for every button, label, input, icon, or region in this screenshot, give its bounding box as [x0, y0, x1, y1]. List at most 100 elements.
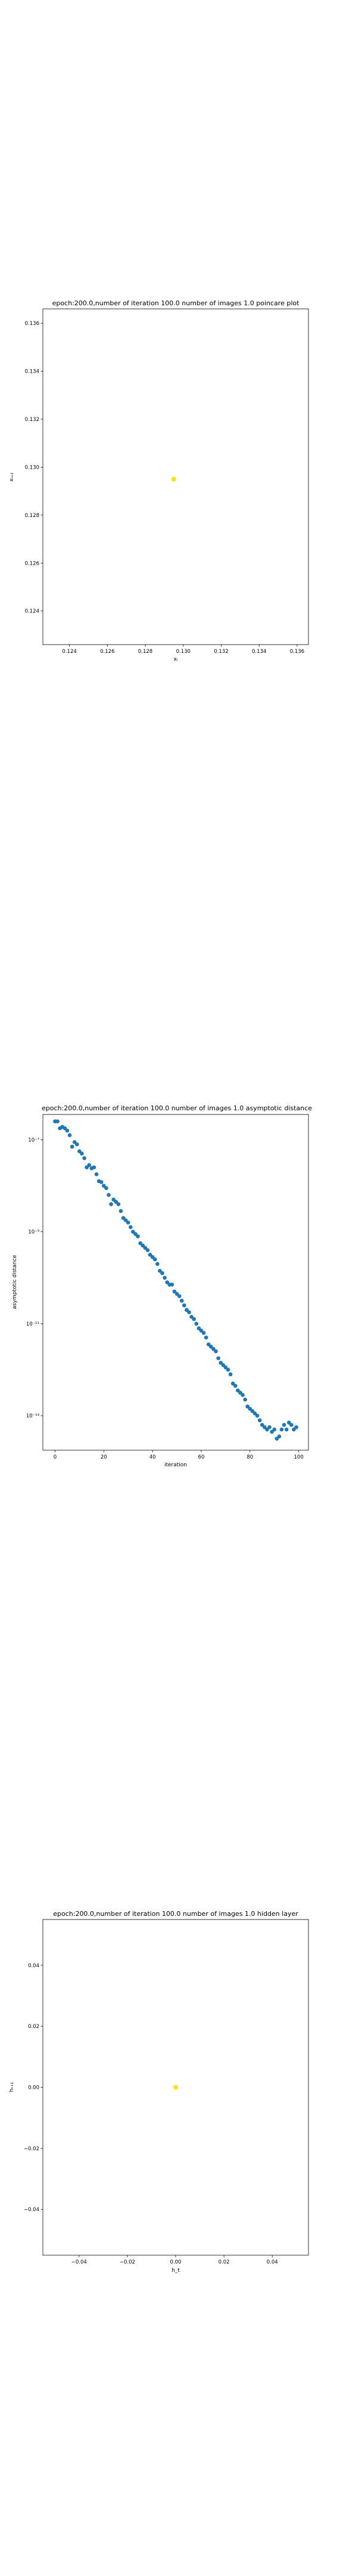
hidden-layer-y-tick-label: 0.00	[28, 2085, 39, 2091]
hidden-layer-x-tick-label: 0.02	[219, 2259, 230, 2265]
poincare-plot-x-ticks: 0.124 0.126 0.128 0.130 0.132 0.134 0.136	[62, 645, 304, 655]
poincare-plot-title: epoch:200.0,number of iteration 100.0 nu…	[52, 299, 300, 307]
poincare-plot-y-tick-label: 0.136	[25, 321, 39, 327]
asymptotic-distance-x-tick-label: 20	[101, 1454, 107, 1460]
poincare-plot-x-tick-label: 0.132	[214, 649, 228, 655]
hidden-layer-panel: epoch:200.0,number of iteration 100.0 nu…	[9, 1910, 309, 2274]
asymptotic-distance-point	[163, 1275, 167, 1280]
asymptotic-distance-title: epoch:200.0,number of iteration 100.0 nu…	[42, 1104, 312, 1112]
poincare-plot-panel: epoch:200.0,number of iteration 100.0 nu…	[9, 299, 309, 662]
asymptotic-distance-y-ticks: 10⁻¹³ 10⁻¹¹ 10⁻⁹ 10⁻⁷	[26, 1137, 43, 1419]
hidden-layer-y-ticks: −0.04 −0.02 0.00 0.02 0.04	[24, 1963, 43, 2213]
asymptotic-distance-point	[55, 1119, 60, 1123]
poincare-plot-x-tick-label: 0.128	[138, 649, 152, 655]
poincare-plot-y-ticks: 0.124 0.126 0.128 0.130 0.132 0.134 0.136	[25, 321, 43, 615]
asymptotic-distance-x-tick-label: 40	[149, 1454, 156, 1460]
asymptotic-distance-point	[92, 1165, 96, 1169]
asymptotic-distance-point	[152, 1257, 157, 1262]
asymptotic-distance-point	[201, 1331, 206, 1335]
asymptotic-distance-point	[65, 1128, 70, 1133]
asymptotic-distance-point	[187, 1310, 191, 1314]
hidden-layer-title: epoch:200.0,number of iteration 100.0 nu…	[53, 1910, 298, 1918]
asymptotic-distance-point	[272, 1427, 277, 1432]
asymptotic-distance-point	[160, 1271, 164, 1275]
asymptotic-distance-x-tick-label: 60	[198, 1454, 205, 1460]
asymptotic-distance-point	[99, 1180, 104, 1184]
asymptotic-distance-point	[145, 1248, 150, 1252]
asymptotic-distance-point	[233, 1383, 238, 1388]
asymptotic-distance-point	[119, 1209, 123, 1213]
asymptotic-distance-y-tick-label: 10⁻¹³	[26, 1413, 39, 1419]
asymptotic-distance-point	[136, 1234, 140, 1239]
asymptotic-distance-point	[192, 1317, 196, 1321]
asymptotic-distance-point	[226, 1367, 230, 1372]
asymptotic-distance-point	[204, 1335, 208, 1340]
hidden-layer-y-tick-label: −0.02	[24, 2146, 39, 2152]
hidden-layer-x-tick-label: −0.04	[71, 2259, 87, 2265]
asymptotic-distance-x-ticks: 0 20 40 60 80 100	[54, 1450, 304, 1460]
poincare-plot-x-tick-label: 0.136	[290, 649, 304, 655]
asymptotic-distance-y-tick-label: 10⁻⁷	[28, 1137, 39, 1143]
asymptotic-distance-point	[80, 1151, 84, 1156]
hidden-layer-points	[173, 2085, 178, 2090]
asymptotic-distance-point	[255, 1413, 260, 1418]
asymptotic-distance-point	[107, 1193, 111, 1197]
asymptotic-distance-x-tick-label: 0	[54, 1454, 57, 1460]
poincare-plot-y-tick-label: 0.126	[25, 561, 39, 566]
asymptotic-distance-point	[279, 1427, 284, 1432]
poincare-plot-point	[171, 476, 176, 482]
hidden-layer-y-tick-label: 0.04	[28, 1963, 39, 1969]
hidden-layer-y-tick-label: 0.02	[28, 2024, 39, 2030]
asymptotic-distance-point	[294, 1425, 298, 1429]
asymptotic-distance-x-tick-label: 80	[247, 1454, 253, 1460]
hidden-layer-y-tick-label: −0.04	[24, 2207, 39, 2213]
asymptotic-distance-point	[243, 1397, 247, 1402]
asymptotic-distance-point	[177, 1294, 182, 1298]
asymptotic-distance-point	[155, 1262, 160, 1266]
poincare-plot-x-tick-label: 0.126	[100, 649, 114, 655]
poincare-plot-y-tick-label: 0.134	[25, 369, 39, 375]
asymptotic-distance-x-tick-label: 100	[294, 1454, 304, 1460]
asymptotic-distance-point	[284, 1427, 289, 1432]
asymptotic-distance-y-tick-label: 10⁻⁹	[28, 1230, 39, 1236]
poincare-plot-y-tick-label: 0.124	[25, 609, 39, 615]
hidden-layer-x-ticks: −0.04 −0.02 0.00 0.02 0.04	[71, 2255, 278, 2265]
asymptotic-distance-point	[214, 1349, 218, 1354]
asymptotic-distance-point	[94, 1172, 99, 1176]
hidden-layer-y-axis-label: hₜ₊₁	[9, 2082, 15, 2092]
poincare-plot-points	[171, 476, 176, 482]
poincare-plot-x-tick-label: 0.130	[176, 649, 191, 655]
asymptotic-distance-point	[126, 1220, 130, 1225]
asymptotic-distance-point	[104, 1186, 108, 1190]
asymptotic-distance-point	[74, 1142, 79, 1147]
poincare-plot-y-tick-label: 0.128	[25, 513, 39, 519]
hidden-layer-x-tick-label: 0.04	[267, 2259, 278, 2265]
poincare-plot-y-axis-label: xᵢ₊₁	[9, 472, 15, 482]
asymptotic-distance-point	[82, 1156, 86, 1160]
hidden-layer-x-tick-label: 0.00	[170, 2259, 182, 2265]
asymptotic-distance-point	[228, 1372, 233, 1377]
asymptotic-distance-y-tick-label: 10⁻¹¹	[26, 1321, 39, 1327]
asymptotic-distance-point	[87, 1163, 92, 1168]
asymptotic-distance-point	[170, 1283, 174, 1287]
asymptotic-distance-point	[267, 1425, 272, 1429]
asymptotic-distance-point	[70, 1144, 74, 1149]
asymptotic-distance-point	[282, 1423, 286, 1427]
asymptotic-distance-axes-frame	[42, 1114, 309, 1451]
hidden-layer-point	[173, 2085, 178, 2090]
asymptotic-distance-point	[277, 1434, 282, 1439]
poincare-plot-y-tick-label: 0.132	[25, 417, 39, 423]
asymptotic-distance-point	[194, 1321, 199, 1326]
asymptotic-distance-point	[129, 1225, 133, 1230]
poincare-plot-axes-frame	[42, 308, 309, 645]
asymptotic-distance-point	[116, 1202, 121, 1206]
asymptotic-distance-point	[67, 1133, 72, 1138]
asymptotic-distance-point	[241, 1393, 245, 1397]
asymptotic-distance-y-axis-label: asymptotic distance	[12, 1255, 18, 1309]
asymptotic-distance-point	[216, 1356, 220, 1361]
poincare-plot-x-tick-label: 0.134	[252, 649, 266, 655]
poincare-plot-x-tick-label: 0.124	[62, 649, 76, 655]
asymptotic-distance-point	[179, 1299, 184, 1303]
asymptotic-distance-panel: epoch:200.0,number of iteration 100.0 nu…	[12, 1104, 312, 1468]
